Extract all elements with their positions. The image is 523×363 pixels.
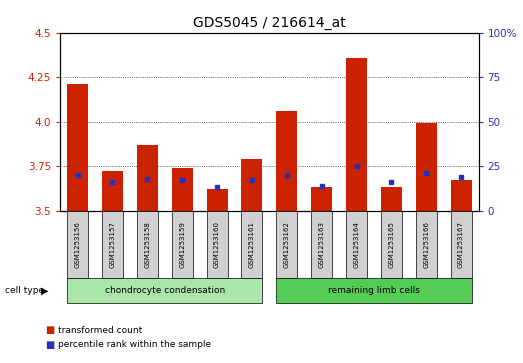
Text: chondrocyte condensation: chondrocyte condensation <box>105 286 225 295</box>
Text: percentile rank within the sample: percentile rank within the sample <box>58 340 211 349</box>
Text: ■: ■ <box>45 325 54 335</box>
Text: GSM1253158: GSM1253158 <box>144 221 150 268</box>
Bar <box>311 187 332 211</box>
Text: ▶: ▶ <box>41 285 48 295</box>
Text: GSM1253156: GSM1253156 <box>75 221 81 268</box>
Bar <box>172 168 192 211</box>
Text: remaining limb cells: remaining limb cells <box>328 286 420 295</box>
Text: GSM1253159: GSM1253159 <box>179 221 185 268</box>
Text: GSM1253167: GSM1253167 <box>458 221 464 268</box>
Text: GSM1253160: GSM1253160 <box>214 221 220 268</box>
Bar <box>451 180 472 211</box>
Bar <box>102 171 123 211</box>
Bar <box>207 189 228 211</box>
Text: cell type: cell type <box>5 286 44 295</box>
Text: GSM1253164: GSM1253164 <box>354 221 359 268</box>
Bar <box>137 145 158 211</box>
Text: GSM1253163: GSM1253163 <box>319 221 325 268</box>
Bar <box>242 159 263 211</box>
Text: GSM1253162: GSM1253162 <box>284 221 290 268</box>
Text: GSM1253166: GSM1253166 <box>423 221 429 268</box>
Bar <box>416 123 437 211</box>
Text: GSM1253157: GSM1253157 <box>109 221 116 268</box>
Text: ■: ■ <box>45 340 54 350</box>
Bar <box>67 84 88 211</box>
Title: GDS5045 / 216614_at: GDS5045 / 216614_at <box>193 16 346 30</box>
Text: GSM1253165: GSM1253165 <box>389 221 394 268</box>
Bar <box>276 111 297 211</box>
Bar <box>346 58 367 211</box>
Text: transformed count: transformed count <box>58 326 142 335</box>
Bar <box>381 187 402 211</box>
Text: GSM1253161: GSM1253161 <box>249 221 255 268</box>
